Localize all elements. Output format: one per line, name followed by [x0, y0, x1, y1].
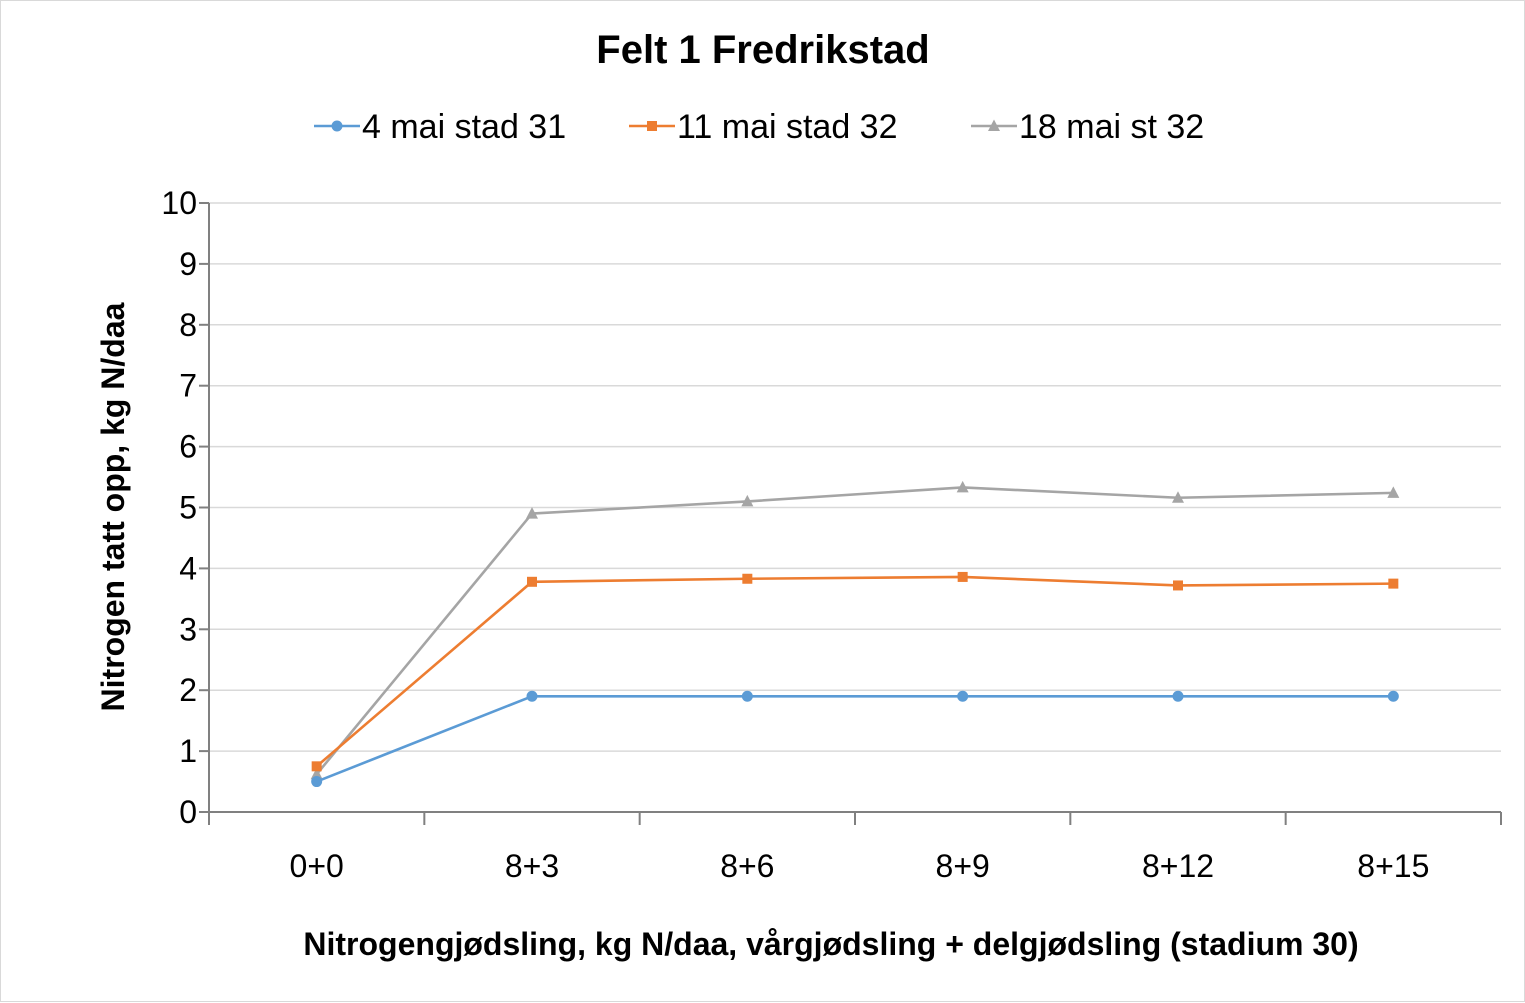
y-tick-label: 4	[179, 550, 197, 586]
data-point	[311, 761, 322, 772]
data-point	[957, 571, 968, 582]
data-point	[1388, 578, 1399, 589]
legend-label: 4 mai stad 31	[362, 108, 566, 146]
data-point	[1172, 690, 1184, 702]
legend-item: 4 mai stad 31	[314, 108, 566, 146]
x-tick-label: 8+12	[1142, 848, 1214, 884]
legend-marker	[331, 120, 343, 132]
data-point	[310, 767, 323, 780]
y-tick-label: 1	[179, 733, 197, 769]
axes	[199, 202, 1502, 825]
y-tick-label: 0	[179, 794, 197, 830]
series-triangle	[310, 480, 1400, 780]
data-point	[956, 480, 969, 493]
data-point	[1387, 690, 1399, 702]
x-axis-title: Nitrogengjødsling, kg N/daa, vårgjødslin…	[303, 926, 1358, 962]
x-tick-label: 8+6	[720, 848, 774, 884]
data-point	[1387, 486, 1400, 498]
data-point	[311, 776, 323, 788]
gridlines	[209, 202, 1501, 752]
data-point	[1173, 580, 1183, 591]
y-tick-label: 8	[179, 307, 197, 343]
data-point	[526, 690, 538, 702]
x-tick-label: 8+15	[1357, 848, 1429, 884]
y-tick-label: 6	[179, 429, 197, 465]
x-tick-label: 8+9	[936, 848, 990, 884]
y-tick-label: 7	[179, 368, 197, 404]
data-point	[957, 690, 969, 702]
data-point	[526, 507, 538, 519]
y-tick-label: 10	[161, 185, 197, 221]
series-line	[315, 575, 1394, 768]
y-axis-title: Nitrogen tatt opp, kg N/daa	[95, 302, 131, 711]
series-line	[315, 486, 1394, 776]
y-tick-label: 2	[179, 672, 197, 708]
series-line	[316, 694, 1394, 783]
legend-marker	[647, 121, 657, 131]
chart-title: Felt 1 Fredrikstad	[596, 28, 929, 72]
y-tick-label: 9	[179, 246, 197, 282]
x-tick-label: 0+0	[290, 848, 344, 884]
y-tick-label: 5	[179, 490, 197, 526]
y-tick-label: 3	[179, 611, 197, 647]
series-circle	[311, 690, 1399, 788]
legend-item: 18 mai st 32	[971, 108, 1204, 146]
y-tick-labels: 0 1 2 3 4 5 6 7 8 9 10	[161, 185, 197, 830]
legend-label: 11 mai stad 32	[677, 108, 898, 146]
legend-label: 18 mai st 32	[1019, 108, 1204, 146]
series-layer	[310, 480, 1400, 788]
legend-marker	[988, 119, 1000, 131]
data-point	[741, 494, 754, 507]
legend-item: 11 mai stad 32	[629, 108, 898, 146]
data-point	[527, 576, 537, 587]
data-point	[1172, 491, 1184, 503]
series-square	[311, 571, 1399, 772]
x-tick-label: 8+3	[505, 848, 559, 884]
data-point	[742, 573, 753, 584]
x-tick-labels: 0+0 8+3 8+6 8+9 8+12 8+15	[290, 848, 1430, 884]
data-point	[741, 690, 753, 702]
legend: 4 mai stad 31 11 mai stad 32 18 mai st 32	[314, 108, 1204, 146]
